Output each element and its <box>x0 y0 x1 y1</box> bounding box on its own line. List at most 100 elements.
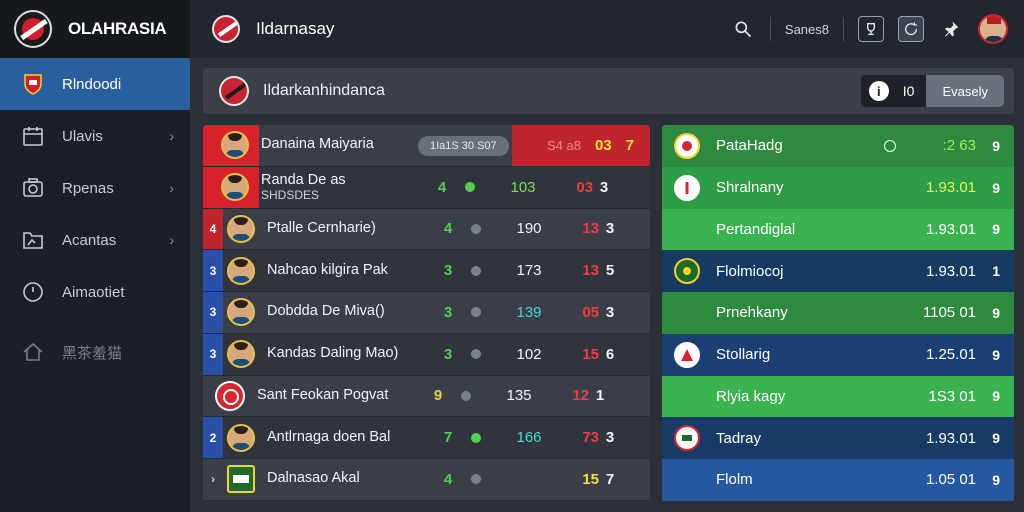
list-item[interactable]: Pertandiglal 1.93.01 9 <box>662 208 1014 251</box>
chevron-right-icon: › <box>169 180 174 196</box>
row-last-value: 5 <box>605 262 615 280</box>
club-crest-icon <box>674 341 700 368</box>
search-label[interactable]: Sanes8 <box>784 21 829 37</box>
club-name: Rlyia kagy <box>716 387 786 405</box>
pin-icon[interactable] <box>938 16 964 42</box>
table-row[interactable]: Randa De as SHDSDES 4 103 03 3 <box>203 166 650 209</box>
chevron-right-icon: › <box>169 232 174 248</box>
folder-icon <box>20 227 46 253</box>
player-photo <box>227 340 255 369</box>
club-logo-icon <box>219 76 249 106</box>
score-value: 03 <box>594 136 612 154</box>
list-item[interactable]: Flolm 1.05 01 9 <box>662 459 1014 501</box>
table-header-row[interactable]: Danaina Maiyaria 1Ia1S 30 S07 S4 a8 03 7 <box>203 125 650 167</box>
list-item[interactable]: Stollarig 1.25.01 9 <box>662 333 1014 376</box>
divider <box>843 17 844 41</box>
club-value: 1.93.01 <box>925 262 976 280</box>
list-item[interactable]: Shralnany 1.93.01 9 <box>662 166 1014 209</box>
chevron-icon: 9 <box>992 471 1000 488</box>
sidebar-item-label: Rpenas <box>62 179 114 197</box>
player-photo <box>227 256 255 285</box>
player-name: Nahcao kilgira Pak <box>267 262 388 278</box>
chevron-icon: 9 <box>992 304 1000 321</box>
table-row[interactable]: › Dalnasao Akal 4 15 7 <box>203 459 650 501</box>
club-crest-icon <box>215 380 245 411</box>
sidebar-item-0[interactable]: Rlndoodi <box>0 58 190 110</box>
brand-name: OLAHRASIA <box>68 19 167 38</box>
table-row[interactable]: Sant Feokan Pogvat 9 135 12 1 <box>203 375 650 418</box>
player-name: Sant Feokan Pogvat <box>257 387 389 403</box>
list-item[interactable]: Rlyia kagy 1S3 01 9 <box>662 375 1014 418</box>
chevron-icon: 9 <box>992 137 1000 154</box>
info-icon[interactable]: i <box>868 81 889 101</box>
row-number: 9 <box>433 387 443 405</box>
club-value: 1S3 01 <box>928 387 976 405</box>
row-last-value: 6 <box>605 345 615 363</box>
club-crest-icon <box>674 174 700 201</box>
row-rank: 3 <box>203 250 223 291</box>
sidebar-item-4[interactable]: Aimaotiet <box>0 266 190 318</box>
table-row[interactable]: 2 Antlrnaga doen Bal 7 166 73 3 <box>203 417 650 459</box>
club-name: Shralnany <box>716 179 784 197</box>
player-name: Danaina Maiyaria <box>261 137 374 153</box>
score-value: S4 a8 <box>546 137 581 153</box>
avatar[interactable] <box>978 14 1008 44</box>
row-red-value: 12 <box>572 387 589 405</box>
list-item[interactable]: Prnehkany 1105 01 9 <box>662 292 1014 334</box>
page-title: Ildarnasay <box>256 19 335 38</box>
search-icon[interactable] <box>730 16 756 42</box>
row-red-value: 05 <box>582 303 599 321</box>
row-points: 103 <box>510 178 536 196</box>
club-crest-icon <box>674 425 700 452</box>
clock-icon <box>20 279 46 305</box>
chevron-icon: 9 <box>992 346 1000 363</box>
row-red-value: 03 <box>576 178 593 196</box>
club-name: Tadray <box>716 429 762 447</box>
row-points: 190 <box>516 220 542 238</box>
table-row[interactable]: 3 Dobdda De Miva() 3 139 05 3 <box>203 292 650 334</box>
sidebar-item-label: Aimaotiet <box>62 283 125 301</box>
sidebar-item-1[interactable]: Ulavis › <box>0 110 190 162</box>
header-controls: i I0 Evasely <box>860 75 1004 107</box>
row-number: 3 <box>443 303 453 321</box>
content-header: Ildarkanhindanca i I0 Evasely <box>203 68 1014 114</box>
club-name: Pertandiglal <box>716 220 796 238</box>
sidebar-item-3[interactable]: Acantas › <box>0 214 190 266</box>
sidebar-item-5[interactable]: 黑茶羞猫 <box>0 326 190 378</box>
radio-icon[interactable] <box>884 139 896 152</box>
status-badge: 1Ia1S 30 S07 <box>418 136 509 156</box>
refresh-icon[interactable] <box>898 16 924 42</box>
status-dot-icon <box>471 307 481 318</box>
player-name: Dalnasao Akal <box>267 471 360 487</box>
header-count: I0 <box>902 83 915 99</box>
table-row[interactable]: 3 Nahcao kilgira Pak 3 173 13 5 <box>203 250 650 292</box>
list-item[interactable]: Tadray 1.93.01 9 <box>662 417 1014 459</box>
sidebar-item-label: Rlndoodi <box>62 75 122 93</box>
list-item[interactable]: PataHadg :2 63 9 <box>662 125 1014 167</box>
row-rank: 4 <box>203 208 223 250</box>
topbar: Ildarnasay Sanes8 <box>190 0 1024 58</box>
flag-icon <box>227 465 255 494</box>
brand[interactable]: OLAHRASIA <box>0 0 190 58</box>
club-value: 1.05 01 <box>925 471 976 489</box>
home-icon <box>20 339 46 365</box>
player-name: Antlrnaga doen Bal <box>267 429 391 445</box>
row-last-value: 3 <box>605 429 615 447</box>
club-value: :2 63 <box>942 137 976 155</box>
score-value: 7 <box>625 136 634 154</box>
sidebar: OLAHRASIA Rlndoodi Ulavis › Rpenas › Aca… <box>0 0 190 512</box>
evasely-button[interactable]: Evasely <box>926 75 1004 107</box>
club-table: PataHadg :2 63 9 Shralnany 1.93.01 9 Per… <box>662 125 1014 505</box>
sidebar-item-label: Acantas <box>62 231 117 249</box>
player-photo <box>221 173 249 202</box>
sidebar-item-2[interactable]: Rpenas › <box>0 162 190 214</box>
chevron-icon: 9 <box>992 388 1000 405</box>
row-number: 4 <box>443 470 453 488</box>
trophy-icon[interactable] <box>858 16 884 42</box>
divider <box>769 17 771 41</box>
table-row[interactable]: 3 Kandas Daling Mao) 3 102 15 6 <box>203 333 650 376</box>
row-number: 7 <box>443 429 453 447</box>
club-value: 1.93.01 <box>925 429 976 447</box>
table-row[interactable]: 4 Ptalle Cernharie) 4 190 13 3 <box>203 208 650 251</box>
list-item[interactable]: Flolmiocoj 1.93.01 1 <box>662 250 1014 292</box>
